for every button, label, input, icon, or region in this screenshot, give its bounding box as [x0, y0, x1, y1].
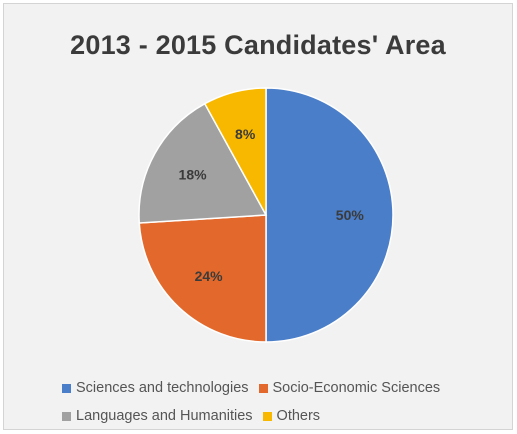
- chart-legend: Sciences and technologies Socio-Economic…: [62, 374, 502, 430]
- legend-item-languages-and-humanities: Languages and Humanities: [62, 408, 253, 424]
- pie-chart: 50% 24% 18% 8%: [138, 87, 394, 343]
- legend-item-socio-economic-sciences: Socio-Economic Sciences: [258, 380, 441, 396]
- legend-swatch: [262, 411, 272, 421]
- data-label: 18%: [179, 167, 208, 183]
- legend-label: Others: [276, 408, 321, 424]
- legend-item-others: Others: [262, 408, 321, 424]
- legend-row: Languages and Humanities Others: [62, 402, 502, 430]
- chart-title: 2013 - 2015 Candidates' Area: [70, 30, 446, 60]
- legend-label: Languages and Humanities: [76, 408, 253, 424]
- data-label: 24%: [195, 268, 224, 284]
- chart-area: 2013 - 2015 Candidates' Area 50% 24% 18% 8%…: [3, 3, 513, 430]
- legend-swatch: [62, 411, 71, 421]
- data-label: 8%: [235, 126, 256, 142]
- legend-row: Sciences and technologies Socio-Economic…: [62, 374, 502, 402]
- legend-swatch: [62, 383, 71, 393]
- legend-swatch: [258, 383, 268, 393]
- pie-slice-sciences-and-technologies: [265, 87, 394, 343]
- legend-label: Socio-Economic Sciences: [272, 380, 441, 396]
- pie-slice-others: [203, 87, 267, 216]
- legend-item-sciences-and-technologies: Sciences and technologies: [62, 380, 249, 396]
- legend-label: Sciences and technologies: [76, 380, 249, 396]
- pie-slice-languages-and-humanities: [138, 102, 268, 224]
- data-label: 50%: [336, 207, 365, 223]
- pie-slice-socio-economic-sciences: [138, 214, 267, 343]
